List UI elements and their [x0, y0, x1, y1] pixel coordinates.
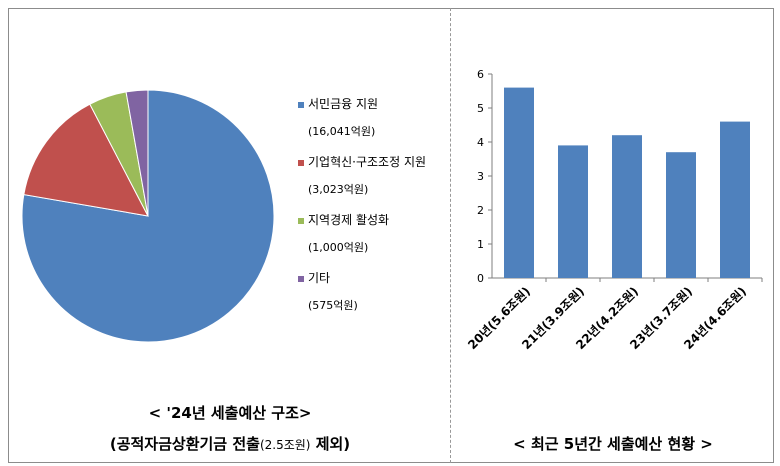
y-tick-label-6: 6 [477, 68, 484, 81]
pie-subtitle-paren: (2.5조원) [259, 438, 311, 452]
y-tick-label-0: 0 [477, 272, 484, 285]
legend-swatch-2 [298, 160, 304, 166]
bar-2 [558, 145, 588, 278]
y-tick-label-4: 4 [477, 136, 484, 149]
pie-slice-4 [125, 89, 149, 217]
legend-swatch-3 [298, 218, 304, 224]
y-tick-label-5: 5 [477, 102, 484, 115]
legend-label-3: 지역경제 활성화 [308, 213, 389, 227]
y-tick-label-1: 1 [477, 238, 484, 251]
y-tick-label-2: 2 [477, 204, 484, 217]
pie-slice-2 [23, 103, 149, 217]
y-tick-label-3: 3 [477, 170, 484, 183]
pie-subtitle-after: 제외) [310, 435, 351, 453]
legend-label-2: 기업혁신·구조조정 지원 [308, 155, 426, 169]
legend-value-2: (3,023억원) [308, 183, 368, 196]
bar-5 [720, 121, 750, 278]
pie-chart-subtitle: (공적자금상환기금 전출(2.5조원) 제외) [20, 433, 440, 454]
panel-divider [450, 8, 451, 463]
legend-value-4: (575억원) [308, 299, 358, 312]
legend-swatch-4 [298, 276, 304, 282]
pie-subtitle-before: (공적자금상환기금 전출 [109, 435, 260, 453]
bar-4 [666, 152, 696, 278]
legend-value-1: (16,041억원) [308, 125, 375, 138]
chart-frame [8, 8, 774, 463]
bar-3 [612, 135, 642, 278]
pie-chart-title: < '24년 세출예산 구조> [148, 404, 312, 422]
legend-label-4: 기타 [308, 271, 330, 285]
bar-chart-title: < 최근 5년간 세출예산 현황 > [513, 435, 713, 453]
legend-value-3: (1,000억원) [308, 241, 368, 254]
legend-swatch-1 [298, 102, 304, 108]
bar-1 [504, 87, 534, 278]
legend-label-1: 서민금융 지원 [308, 97, 378, 111]
